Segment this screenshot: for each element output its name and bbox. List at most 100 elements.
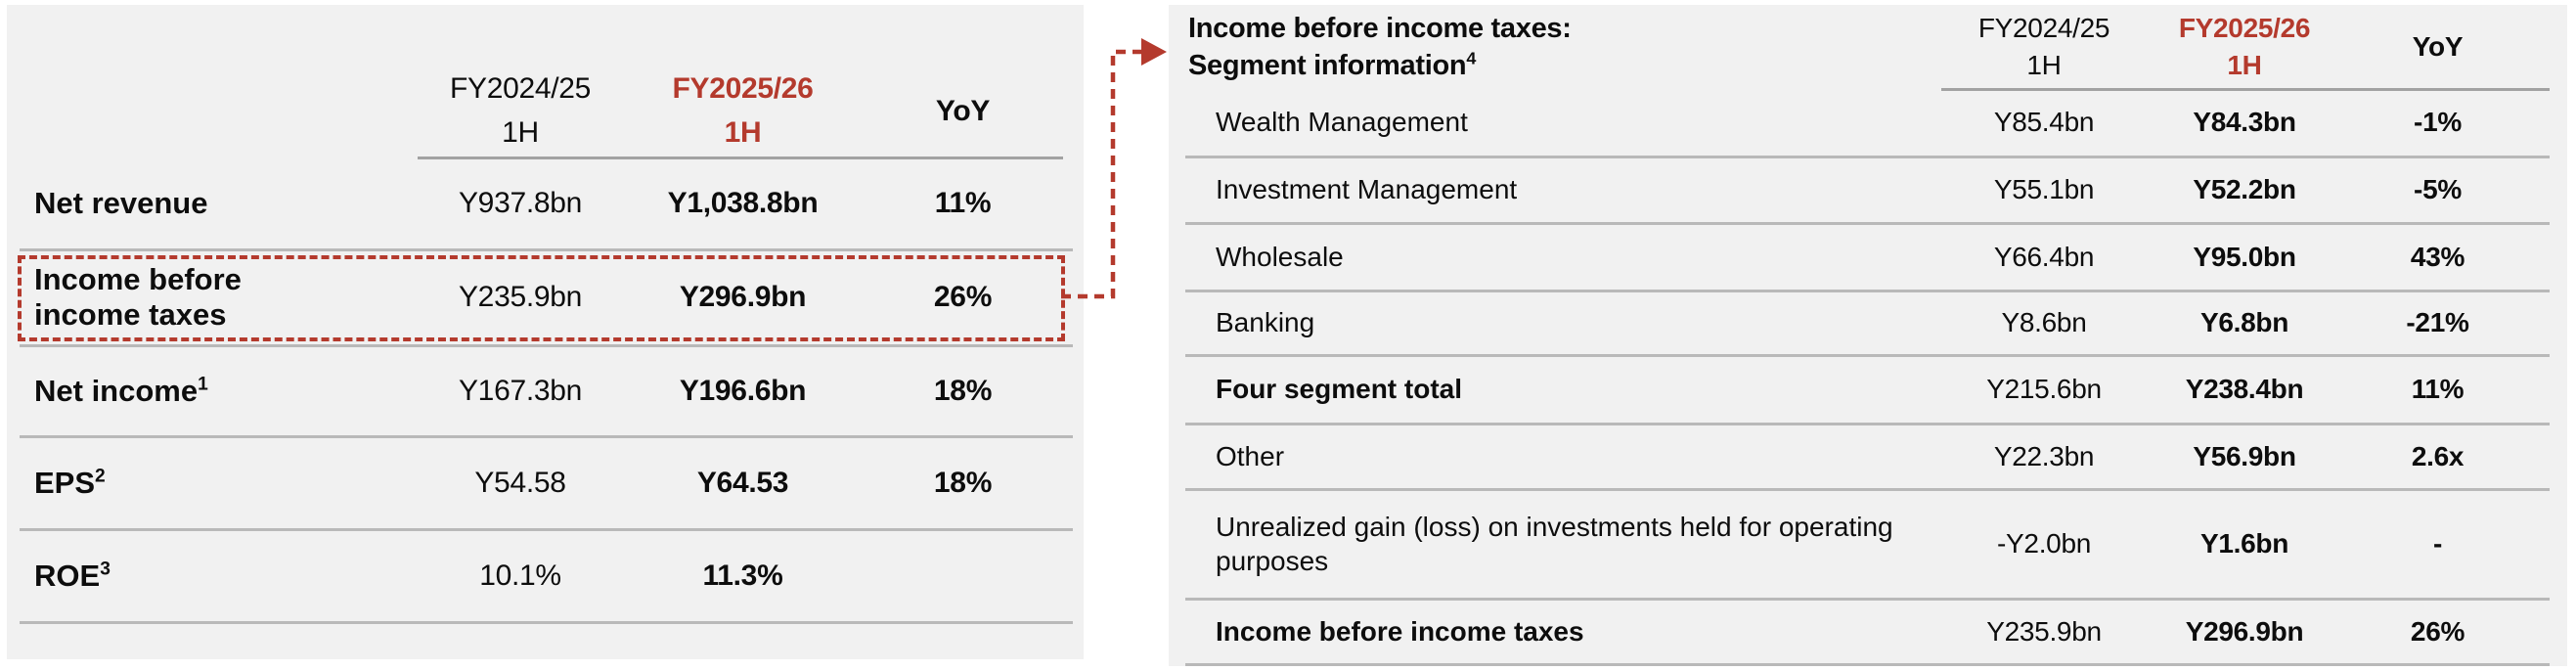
row-divider [1185,290,2550,292]
cell-label: EPS2 [34,465,106,500]
col-header-line2: 1H [2227,49,2262,80]
cell-prev: Y85.4bn [1993,107,2095,137]
row-divider [1185,222,2550,225]
cell-label: Income before income taxes [1216,615,1584,647]
cell-curr: Y64.53 [696,466,789,499]
row-divider [20,621,1073,624]
table-row-income-before-income-taxes: Income before income taxes Y235.9bn Y296… [1169,599,2567,664]
highlight-dashed-box [18,255,1065,341]
table-row-roe: ROE3 10.1% 11.3% [7,529,1084,623]
table-row-wholesale: Wholesale Y66.4bn Y95.0bn 43% [1169,223,2567,291]
col-header-line2: 1H [724,116,762,149]
title-line2: Segment information4 [1188,47,1477,81]
cell-curr: Y296.9bn [2185,615,2304,647]
cell-yoy: 11% [2411,374,2465,404]
col-header-fy2024-25: FY2024/25 1H [1941,10,2147,84]
cell-prev: Y54.58 [474,466,566,499]
cell-prev: Y8.6bn [2001,307,2087,337]
cell-prev: Y55.1bn [1993,174,2095,204]
row-divider [20,344,1073,347]
row-divider [1185,156,2550,158]
row-divider [20,528,1073,531]
col-header-line1: FY2025/26 [672,72,814,105]
consolidated-results-table: FY2024/25 1H FY2025/26 1H YoY Net revenu… [7,5,1084,659]
cell-yoy: 43% [2410,241,2465,272]
cell-label: Other [1216,440,1285,471]
col-header-line2: 1H [502,116,539,149]
cell-curr: Y196.6bn [679,374,807,407]
table-row-banking: Banking Y8.6bn Y6.8bn -21% [1169,291,2567,355]
right-table-header-row: Income before income taxes: Segment info… [1169,5,2567,88]
header-underline [418,157,1063,159]
table-row-income-before-income-taxes: Income before income taxes Y235.9bn Y296… [7,249,1084,345]
title-line1: Income before income taxes: [1188,12,1572,44]
cell-label: Net income1 [34,373,208,408]
cell-prev: Y167.3bn [458,374,583,407]
row-divider [1185,423,2550,425]
segment-information-table: Income before income taxes: Segment info… [1169,5,2567,666]
cell-label: ROE3 [34,559,111,593]
cell-yoy: - [2432,528,2443,559]
cell-curr: Y296.9bn [679,281,807,313]
col-header-line2: 1H [2026,49,2062,80]
cell-curr: 11.3% [702,559,783,592]
cell-label: Wholesale [1216,241,1344,272]
cell-prev: Y235.9bn [1986,615,2102,647]
col-header-fy2025-26: FY2025/26 1H [638,67,848,155]
cell-yoy: 18% [933,374,993,407]
table-row-investment-management: Investment Management Y55.1bn Y52.2bn -5… [1169,157,2567,223]
cell-curr: Y1,038.8bn [667,186,819,219]
cell-yoy: 18% [933,466,993,499]
dashed-arrow [1061,38,1167,299]
cell-curr: Y238.4bn [2185,374,2304,404]
cell-yoy: -1% [2414,107,2462,137]
row-divider [1185,598,2550,601]
table-row-other: Other Y22.3bn Y56.9bn 2.6x [1169,424,2567,489]
col-header-yoy: YoY [848,89,1078,133]
cell-prev: Y22.3bn [1993,440,2095,471]
cell-label: Wealth Management [1216,107,1468,137]
table-row-net-income: Net income1 Y167.3bn Y196.6bn 18% [7,345,1084,436]
cell-curr: Y56.9bn [2193,440,2296,471]
col-header-line1: FY2024/25 [1977,12,2110,43]
cell-curr: Y95.0bn [2193,241,2296,272]
cell-label: Unrealized gain (loss) on investments he… [1216,512,1893,576]
cell-label: Four segment total [1216,374,1463,404]
cell-yoy: 11% [934,186,992,219]
table-row-net-revenue: Net revenue Y937.8bn Y1,038.8bn 11% [7,157,1084,249]
col-header-line1: FY2025/26 [2178,12,2311,43]
cell-label: Net revenue [34,185,208,220]
col-header-line1: YoY [2412,30,2464,62]
row-divider [1185,354,2550,357]
cell-yoy: -5% [2414,174,2462,204]
cell-curr: Y6.8bn [2199,307,2288,337]
table-row-eps: EPS2 Y54.58 Y64.53 18% [7,436,1084,529]
cell-curr: Y1.6bn [2199,528,2288,559]
row-divider [20,248,1073,251]
cell-prev: Y235.9bn [458,281,583,313]
cell-prev: Y215.6bn [1986,374,2102,404]
cell-yoy: 26% [933,281,993,313]
cell-prev: -Y2.0bn [1997,528,2091,559]
cell-yoy: 2.6x [2411,440,2465,471]
cell-label: Income before income taxes [34,262,242,332]
segment-table-title: Income before income taxes: Segment info… [1169,10,1941,84]
col-header-yoy: YoY [2342,28,2533,66]
cell-yoy: -21% [2406,307,2469,337]
left-table-header-row: FY2024/25 1H FY2025/26 1H YoY [7,62,1084,159]
row-divider [1185,488,2550,491]
cell-prev: 10.1% [479,559,561,592]
cell-curr: Y84.3bn [2193,107,2296,137]
row-divider [1185,663,2550,666]
cell-curr: Y52.2bn [2193,174,2296,204]
cell-prev: Y937.8bn [458,186,583,219]
col-header-line1: FY2024/25 [449,72,592,105]
row-divider [20,435,1073,438]
table-row-unrealized-gain-loss: Unrealized gain (loss) on investments he… [1169,489,2567,599]
col-header-fy2024-25: FY2024/25 1H [403,67,638,155]
table-row-wealth-management: Wealth Management Y85.4bn Y84.3bn -1% [1169,88,2567,157]
cell-label: Banking [1216,307,1315,337]
cell-yoy: 26% [2410,615,2465,647]
table-row-four-segment-total: Four segment total Y215.6bn Y238.4bn 11% [1169,355,2567,424]
